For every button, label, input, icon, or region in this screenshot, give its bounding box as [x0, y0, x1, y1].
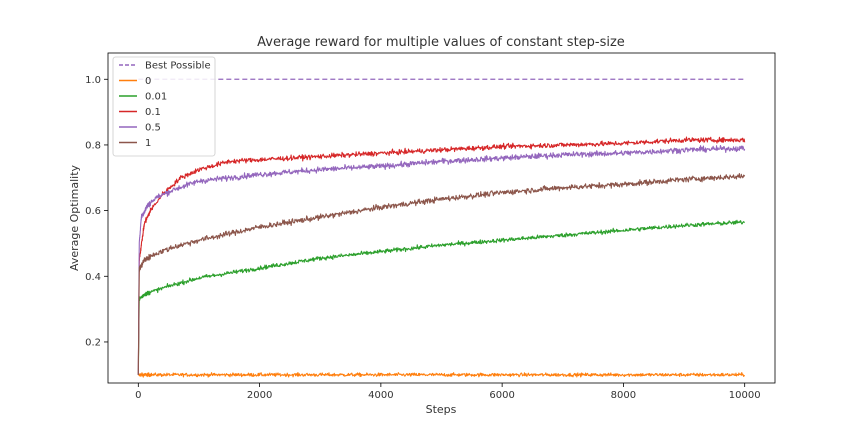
legend-label: 0.1	[145, 107, 161, 118]
y-axis-label: Average Optimality	[68, 164, 81, 271]
x-tick-label: 6000	[489, 390, 514, 401]
axes-frame	[107, 52, 776, 384]
chart-title: Average reward for multiple values of co…	[257, 35, 625, 50]
series-line-3	[137, 136, 746, 375]
x-tick-label: 4000	[368, 390, 393, 401]
y-tick-label: 1.0	[85, 75, 101, 86]
y-tick-label: 0.8	[85, 140, 101, 151]
legend: Best Possible 0 0.01 0.1 0.5 1	[112, 56, 216, 157]
legend-label: 1	[145, 138, 151, 149]
series-line-5	[137, 173, 746, 375]
x-tick-label: 10000	[729, 390, 761, 401]
y-tick-label: 0.2	[85, 337, 101, 348]
series-line-4	[137, 144, 746, 375]
legend-label: Best Possible	[145, 61, 211, 72]
y-tick-label: 0.4	[85, 272, 101, 283]
legend-label: 0	[145, 76, 151, 87]
x-axis: 0 2000 4000 6000 8000 10000	[135, 383, 761, 401]
x-tick-label: 8000	[611, 390, 636, 401]
x-tick-label: 2000	[247, 390, 272, 401]
legend-label: 0.01	[145, 92, 167, 103]
series-line-1	[137, 372, 745, 378]
y-tick-label: 0.6	[85, 206, 101, 217]
legend-label: 0.5	[145, 123, 161, 134]
legend-box	[112, 56, 216, 157]
x-tick-label: 0	[135, 390, 141, 401]
series-line-2	[137, 219, 745, 375]
plot-area	[137, 78, 746, 378]
x-axis-label: Steps	[426, 403, 457, 416]
y-axis: 0.2 0.4 0.6 0.8 1.0	[85, 75, 108, 348]
